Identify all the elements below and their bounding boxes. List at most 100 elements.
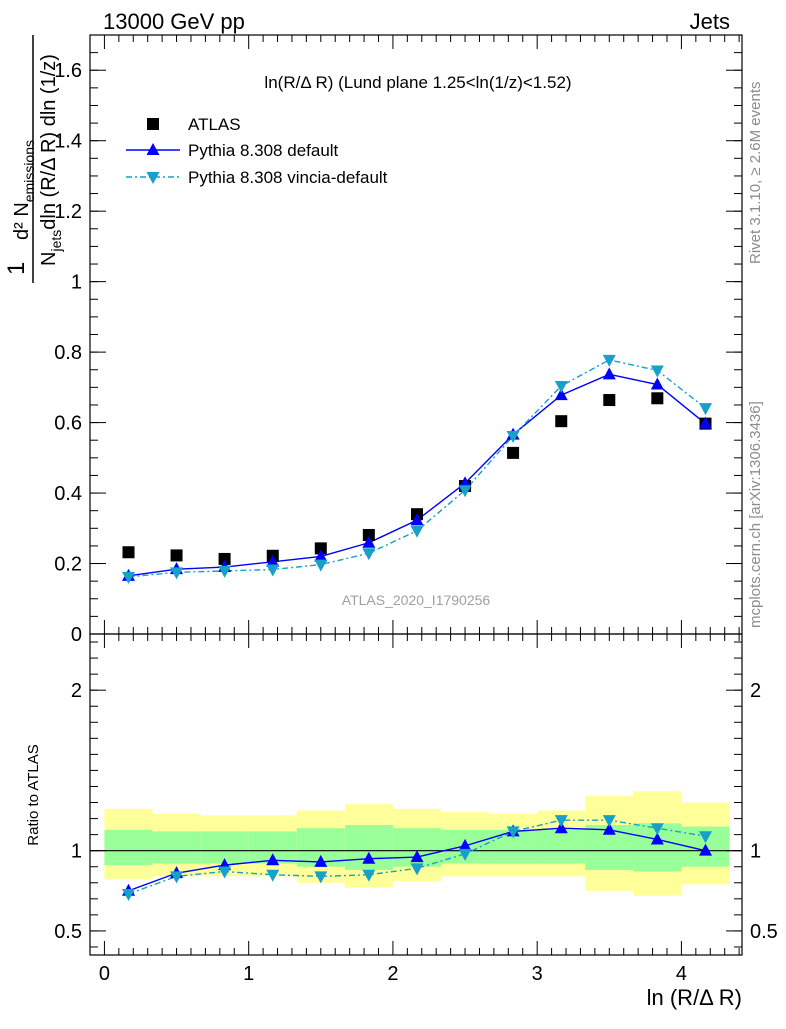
uncertainty-band-inner [152, 831, 201, 864]
ratio-data-point [314, 871, 328, 884]
atlas-data-point [651, 392, 664, 405]
uncertainty-band-inner [537, 829, 586, 864]
mc-data-point [410, 525, 424, 538]
mc-data-point [458, 485, 472, 498]
mc-data-point [699, 416, 713, 429]
y-tick-label: 1 [71, 841, 82, 863]
y-tick-label-right: 0.5 [750, 921, 778, 943]
mc-data-point [362, 535, 376, 548]
ratio-data-point [554, 821, 568, 834]
ratio-data-point [650, 832, 664, 845]
legend-label: ATLAS [188, 115, 241, 134]
mc-data-point [458, 476, 472, 489]
y-tick-label: 0 [71, 624, 82, 646]
ratio-data-point [266, 869, 280, 882]
mc-data-point [314, 549, 328, 562]
series-line [128, 373, 706, 577]
uncertainty-band-inner [200, 831, 249, 864]
analysis-watermark: ATLAS_2020_I1790256 [342, 592, 491, 608]
y-tick-label: 2 [71, 680, 82, 702]
y-tick-label-right: 1 [750, 841, 761, 863]
mc-data-point [602, 367, 616, 380]
y-tick-label: 0.6 [54, 413, 82, 435]
x-axis-label: ln (R/Δ R) [647, 985, 742, 1010]
ratio-data-point [602, 822, 616, 835]
legend-marker [146, 172, 160, 184]
atlas-data-point [314, 542, 327, 555]
header-right: Jets [690, 9, 730, 34]
ratio-data-point [122, 889, 136, 902]
mc-data-point [266, 564, 280, 577]
ratio-data-point [554, 815, 568, 828]
x-tick-label: 4 [676, 963, 687, 985]
atlas-data-point [362, 528, 375, 541]
ratio-data-point [458, 848, 472, 861]
ylabel-numerator-one: 1 [3, 262, 30, 275]
ylabel-lower: Njetsdln (R/Δ R) dln (1/z) [38, 54, 64, 266]
mc-data-point [650, 365, 664, 378]
ratio-data-point [699, 831, 713, 844]
ratio-data-point [699, 843, 713, 856]
mc-data-point [170, 567, 184, 580]
x-tick-label: 1 [243, 963, 254, 985]
y-tick-label: 0.8 [54, 342, 82, 364]
mcplots-label: mcplots.cern.ch [arXiv:1306.3436] [747, 401, 764, 628]
ratio-data-point [218, 866, 232, 879]
mc-data-point [218, 565, 232, 578]
y-tick-label: 0.2 [54, 554, 82, 576]
plot-frame [89, 633, 743, 956]
legend: ATLAS Pythia 8.308 default Pythia 8.308 vi… [126, 115, 388, 187]
mc-data-point [122, 571, 136, 584]
mc-data-point [266, 554, 280, 567]
atlas-data-point [507, 446, 520, 459]
atlas-data-point [603, 394, 616, 407]
atlas-data-point [122, 546, 135, 559]
mc-data-point [650, 377, 664, 390]
mc-data-point [554, 388, 568, 401]
ratio-data-point [314, 854, 328, 867]
mc-data-point [699, 403, 713, 416]
x-tick-label: 3 [532, 963, 543, 985]
y-tick-label: 1.4 [54, 131, 82, 153]
header-left: 13000 GeV pp [103, 9, 245, 34]
mc-data-point [362, 548, 376, 561]
uncertainty-band-inner [104, 829, 153, 866]
atlas-data-point [170, 549, 183, 562]
ratio-data-point [362, 869, 376, 882]
ratio-data-point [410, 863, 424, 876]
ratio-data-point [458, 838, 472, 851]
legend-marker [146, 143, 160, 155]
ratio-data-point [602, 815, 616, 828]
y-tick-label: 0.4 [54, 483, 82, 505]
mc-data-point [410, 513, 424, 526]
x-tick-label: 0 [99, 963, 110, 985]
x-tick-label: 2 [387, 963, 398, 985]
ratio-data-point [170, 871, 184, 884]
ratio-ylabel: Ratio to ATLAS [25, 744, 42, 845]
legend-label: Pythia 8.308 default [188, 141, 339, 160]
y-tick-label: 1.6 [54, 60, 82, 82]
main-title: ln(R/Δ R) (Lund plane 1.25<ln(1/z)<1.52) [264, 73, 571, 92]
mc-data-point [314, 559, 328, 572]
legend-marker [147, 118, 159, 130]
mc-data-point [602, 354, 616, 367]
ratio-data-point [650, 823, 664, 836]
ratio-data-point [266, 853, 280, 866]
ratio-data-point [410, 850, 424, 863]
atlas-data-point [218, 552, 231, 565]
main-ylabel: 1 d² Nemissions Njetsdln (R/Δ R) dln (1/… [3, 35, 64, 283]
legend-label: Pythia 8.308 vincia-default [188, 168, 388, 187]
rivet-label: Rivet 3.1.10, ≥ 2.6M events [747, 82, 764, 265]
y-tick-label: 0.5 [54, 921, 82, 943]
atlas-data-point [555, 415, 568, 428]
y-tick-label: 1.2 [54, 201, 82, 223]
mc-data-point [554, 380, 568, 393]
main-panel: ln(R/Δ R) (Lund plane 1.25<ln(1/z)<1.52)… [3, 34, 743, 646]
ratio-panel: 0.5 1 2 0.5 1 2 0 1 2 3 4 Ratio to ATLAS ln (R/Δ R… [25, 633, 778, 1010]
mc-data-point [506, 430, 520, 443]
ratio-data-point [362, 851, 376, 864]
ratio-data-point [506, 826, 520, 839]
series-line [128, 359, 706, 578]
y-tick-label: 1 [71, 272, 82, 294]
